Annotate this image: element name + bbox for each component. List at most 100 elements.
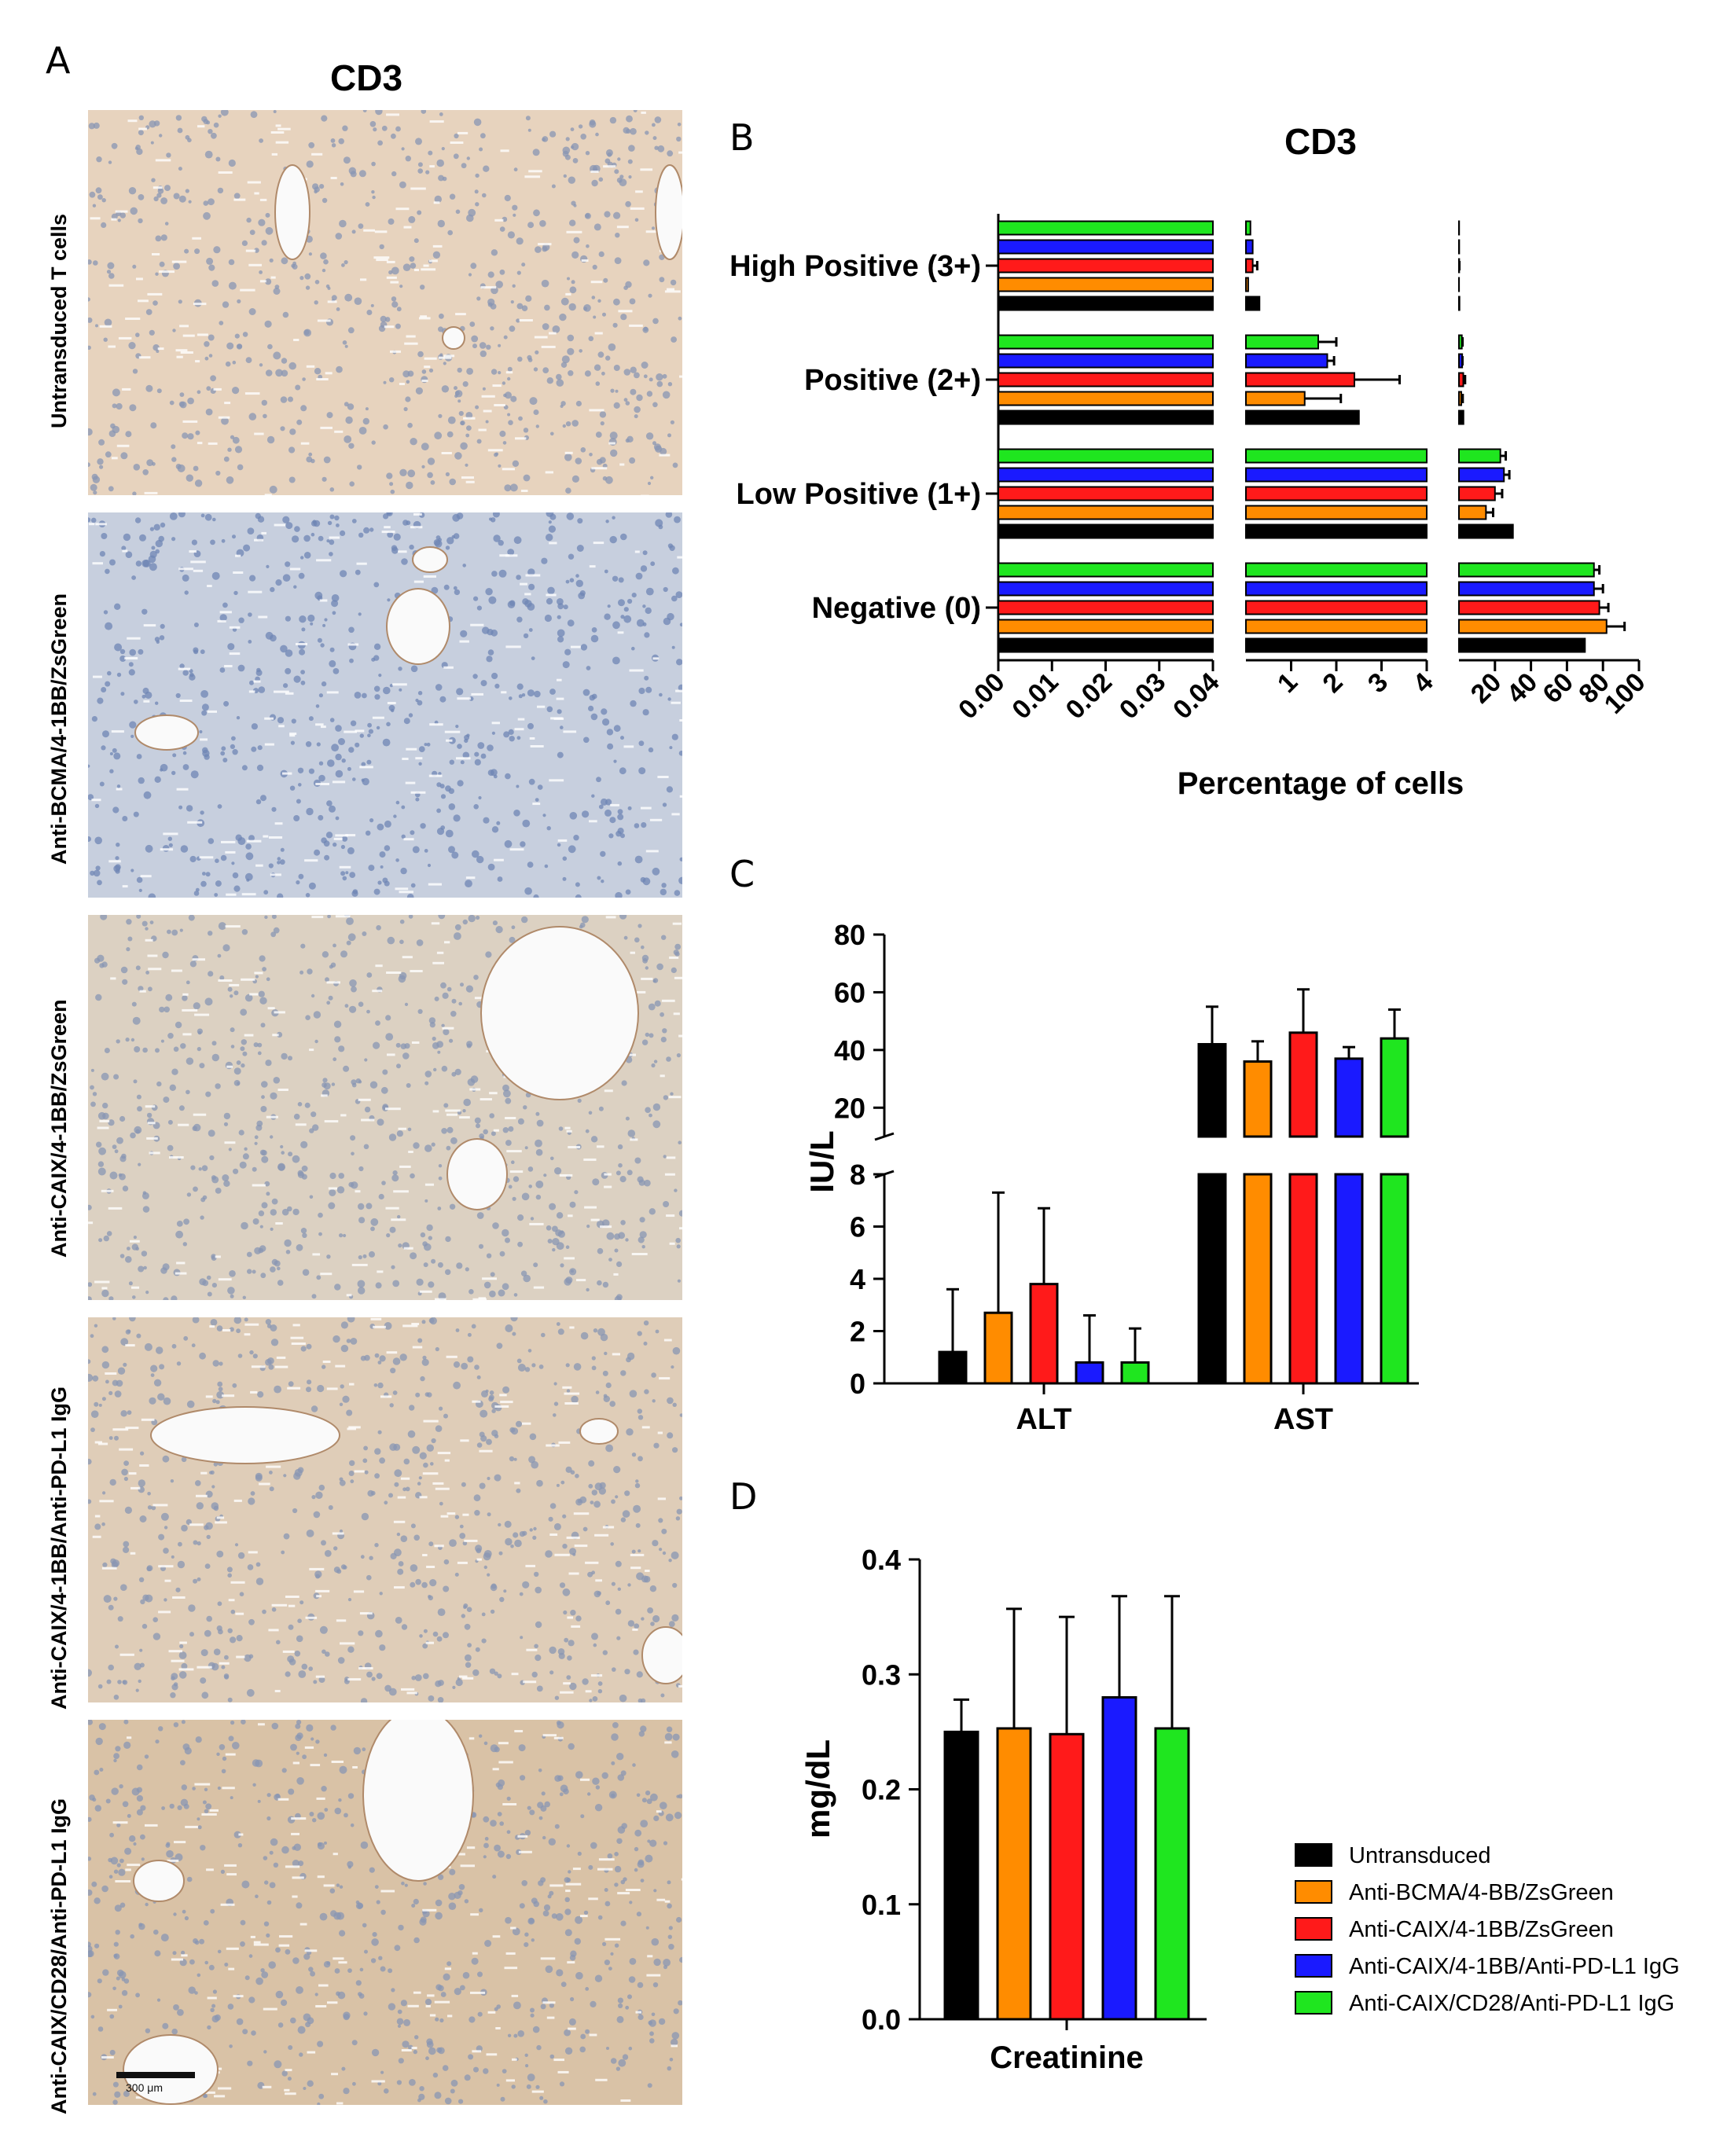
chart-d-y-tick-label: 0.4 [862,1544,901,1576]
chart-b-bar [1245,467,1428,483]
histology-image-caix-cd28-pdl1 [88,1720,682,2105]
chart-b-bar [1245,258,1254,274]
chart-b-bar [998,619,1214,634]
chart-c-bar-lower [1243,1173,1273,1385]
chart-b-bar [1245,486,1428,501]
chart-c-bar [1075,1361,1104,1385]
chart-b-bar [998,448,1214,464]
chart-b-bar [998,391,1214,406]
chart-b-bar [1458,486,1496,501]
image-panel-title: CD3 [330,57,403,98]
chart-c-y-label: IU/L [803,1130,840,1192]
chart-b-x-tick-label: 0.01 [1006,667,1064,725]
chart-b-bar [1245,410,1360,425]
scale-bar-label: 300 μm [126,2081,163,2094]
chart-b-bar [1245,600,1428,615]
chart-c-category-label: ALT [1016,1403,1071,1436]
chart-b-category-label: Low Positive (1+) [737,478,981,511]
chart-d-y-tick-label: 0.3 [862,1658,901,1691]
chart-c-bar-upper [1197,1043,1227,1138]
chart-b-bar [1245,391,1306,406]
chart-b-category-label: High Positive (3+) [729,250,981,283]
chart-c-bar-lower [1288,1173,1318,1385]
chart-c-bar-upper [1380,1037,1409,1138]
chart-b-bar [1245,562,1428,578]
chart-b-bar [1245,619,1428,634]
chart-c-y-tick-label: 2 [850,1316,865,1348]
chart-b-bar [1245,334,1319,350]
chart-b-bar [1458,505,1487,520]
chart-b-bar [1458,523,1514,539]
chart-b-x-tick-label: 2 [1317,667,1348,699]
chart-c-y-tick-label: 6 [850,1211,865,1243]
chart-d-bar [943,1730,979,2021]
chart-b-bar [998,505,1214,520]
chart-c-category-label: AST [1273,1403,1333,1436]
chart-b-x-tick-label: 4 [1407,667,1439,699]
chart-b-bar [998,220,1214,236]
chart-c-y-tick-label: 40 [834,1034,865,1067]
chart-b-bar [1458,467,1505,483]
chart-b-bar [998,296,1214,311]
chart-d-bar [996,1727,1032,2021]
chart-b-bar [1458,562,1595,578]
chart-b-bar [1245,581,1428,597]
panel-letter-c: C [729,853,755,895]
panel-letter-b: B [729,116,755,159]
histology-image-bcma [88,512,682,898]
chart-b-bar [1458,637,1586,653]
chart-b-bar [1245,505,1428,520]
chart-b-title: CD3 [1284,121,1357,162]
chart-c-y-tick-label: 80 [834,919,865,951]
chart-b-bar [1458,448,1501,464]
chart-b-bar [1245,448,1428,464]
chart-d-category-label: Creatinine [990,2040,1144,2075]
chart-c-y-tick-label: 20 [834,1092,865,1124]
chart-b-x-tick-label: 0.03 [1114,667,1172,725]
chart-b-bar [1458,600,1600,615]
chart-b-bar [1458,372,1464,387]
chart-b-bar [998,581,1214,597]
legend-swatch [1295,1843,1332,1867]
chart-b-bar [998,258,1214,274]
chart-b-bar [1458,296,1461,311]
chart-b-bar [998,410,1214,425]
chart-b-bar [998,277,1214,292]
legend-label: Anti-CAIX/4-1BB/ZsGreen [1349,1917,1614,1942]
chart-b-bar [1245,372,1355,387]
chart-b-bar [998,562,1214,578]
chart-b-x-tick-label: 100 [1599,667,1652,720]
legend-swatch [1295,1991,1332,2015]
legend-swatch [1295,1954,1332,1978]
chart-d-bar [1049,1732,1085,2021]
chart-b-x-tick-label: 0.04 [1167,667,1225,725]
chart-c-axis-break [874,1132,895,1141]
chart-b-bar [1245,277,1249,292]
legend-label: Untransduced [1349,1843,1491,1868]
chart-d-y-tick-label: 0.2 [862,1774,901,1806]
chart-c-bar-upper [1334,1057,1364,1138]
chart-b-bar [1245,239,1254,255]
chart-b-bar [998,637,1214,653]
chart-b-x-tick-label: 0.00 [953,667,1011,725]
chart-b-bar [1245,637,1428,653]
histology-image-untransduced [88,110,682,495]
chart-c-bar-lower [1334,1173,1364,1385]
chart-b-bar [998,334,1214,350]
chart-d-bar [1154,1727,1190,2021]
legend-label: Anti-BCMA/4-BB/ZsGreen [1349,1880,1614,1905]
chart-b-x-tick-label: 3 [1362,667,1394,699]
chart-b-bar [998,467,1214,483]
chart-b-bar [998,600,1214,615]
panel-letter-d: D [729,1475,758,1518]
chart-b-category-label: Positive (2+) [804,364,981,397]
chart-b-x-label: Percentage of cells [1178,766,1464,801]
chart-d-y-tick-label: 0.0 [862,2004,901,2036]
histology-image-caix-41bb [88,915,682,1300]
chart-b-x-tick-label: 0.02 [1060,667,1118,725]
legend-label: Anti-CAIX/CD28/Anti-PD-L1 IgG [1349,1991,1674,2016]
chart-b-x-tick-label: 1 [1272,667,1303,699]
chart-c-bar-upper [1288,1031,1318,1138]
chart-b-bar [998,486,1214,501]
